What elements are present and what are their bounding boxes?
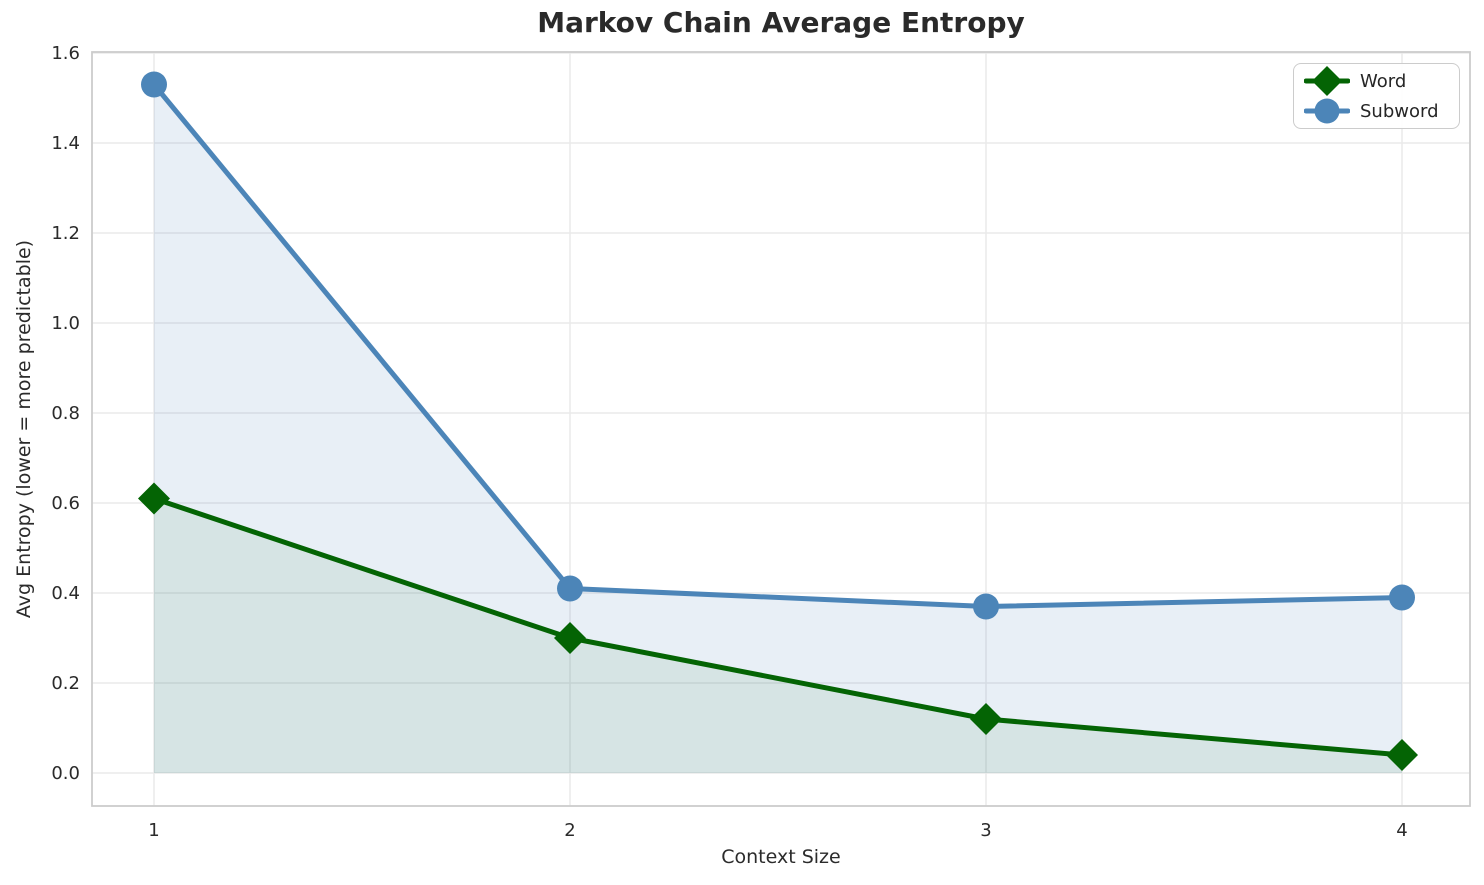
legend-item-subword: Subword [1304, 96, 1449, 126]
legend-item-word: Word [1304, 66, 1449, 96]
y-tick-label: 1.0 [51, 313, 80, 334]
y-tick-label: 0.8 [51, 403, 80, 424]
x-tick-label: 4 [1396, 820, 1407, 841]
x-tick-label: 3 [980, 820, 991, 841]
word-marker [554, 622, 586, 654]
word-series-line [151, 496, 1405, 758]
y-tick-label: 1.6 [51, 43, 80, 64]
subword-marker [557, 575, 583, 602]
diamond-marker-icon [1312, 66, 1342, 96]
word-legend-sample-icon [1304, 66, 1350, 96]
subword-legend-sample-icon [1304, 98, 1350, 124]
y-tick-label: 1.4 [51, 133, 80, 154]
subword-marker [1389, 584, 1415, 611]
y-tick-label: 0.6 [51, 493, 80, 514]
x-axis-label: Context Size [721, 846, 841, 868]
word-series-fill [154, 498, 1402, 773]
subword-marker [973, 593, 999, 620]
subword-series-fill [154, 84, 1402, 773]
circle-marker-icon [1314, 98, 1340, 124]
y-tick-label: 0.4 [51, 583, 80, 604]
x-tick-label: 1 [148, 820, 159, 841]
y-tick-label: 0.2 [51, 673, 80, 694]
x-tick-label: 2 [564, 820, 575, 841]
legend-label: Word [1360, 70, 1407, 92]
y-tick-label: 1.2 [51, 223, 80, 244]
chart-title: Markov Chain Average Entropy [537, 6, 1025, 39]
legend: Word Subword [1293, 63, 1460, 129]
subword-series-line [151, 82, 1405, 609]
plot-area-border [91, 51, 1471, 807]
word-marker [970, 703, 1002, 735]
y-axis-label: Avg Entropy (lower = more predictable) [13, 239, 35, 619]
legend-label: Subword [1360, 100, 1439, 122]
word-marker [138, 482, 170, 515]
subword-marker [141, 71, 167, 98]
y-tick-label: 0.0 [51, 763, 80, 784]
word-marker [1386, 739, 1418, 771]
